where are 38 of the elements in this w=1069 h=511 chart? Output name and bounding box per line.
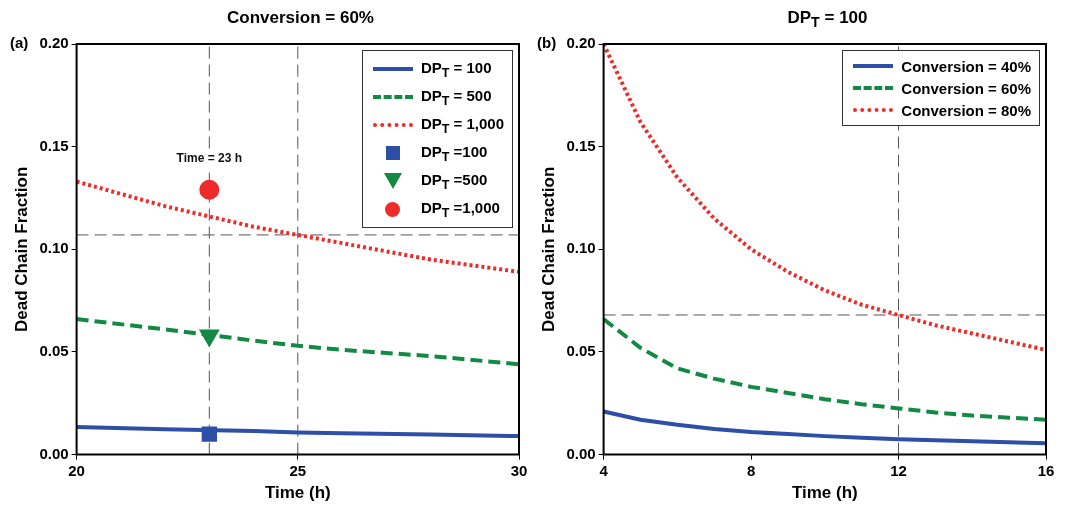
- x-tick-label: 16: [1037, 461, 1055, 479]
- legend-label: DP$_{T}$ =1,000: [420, 198, 500, 220]
- text: (b): [537, 34, 557, 51]
- x-axis-title: Time (h): [791, 483, 858, 503]
- x-axis-title: Time (h): [264, 483, 331, 503]
- y-tick-label: 0.05: [566, 342, 596, 360]
- x-tick-label: 4: [599, 461, 609, 479]
- x-tick-label: 12: [890, 461, 907, 479]
- legend-label: Conversion = 40%: [901, 57, 1031, 75]
- y-tick-label: 0.15: [39, 136, 69, 154]
- legend-label: Conversion = 80%: [901, 101, 1031, 119]
- text: (a): [10, 34, 29, 51]
- line-series: [603, 44, 1046, 352]
- x-tick-label: 20: [68, 461, 85, 479]
- y-axis-title: Dead Chain Fraction: [11, 166, 31, 332]
- y-tick-label: 0.20: [566, 34, 596, 52]
- annotation: Time = 23 h: [176, 151, 243, 166]
- y-tick-label: 0.15: [566, 136, 596, 154]
- y-tick-label: 0.10: [566, 239, 596, 257]
- y-axis-title: Dead Chain Fraction: [538, 166, 558, 332]
- y-tick-label: 0.00: [566, 444, 596, 462]
- chart-title: Conversion = 60%: [226, 8, 375, 29]
- line-series: [76, 317, 519, 367]
- legend-label: DP$_{T}$ =100: [420, 142, 488, 164]
- legend-label: DP$_{T}$ =500: [420, 170, 488, 192]
- legend-label: DP$_{T}$ = 500: [420, 86, 492, 108]
- legend-label: Conversion = 60%: [901, 79, 1031, 97]
- y-tick-label: 0.10: [39, 239, 69, 257]
- legend-label: DP$_{T}$ = 1,000: [420, 114, 504, 136]
- legend-label: DP$_{T}$ = 100: [420, 58, 492, 80]
- x-tick-label: 25: [289, 461, 307, 479]
- chart-title: DP$_{T}$ = 100: [786, 8, 869, 32]
- y-tick-label: 0.20: [39, 34, 69, 52]
- line-series: [603, 317, 1046, 422]
- x-tick-label: 30: [510, 461, 528, 479]
- x-tick-label: 8: [746, 461, 756, 479]
- y-tick-label: 0.05: [39, 342, 69, 360]
- y-tick-label: 0.00: [39, 444, 69, 462]
